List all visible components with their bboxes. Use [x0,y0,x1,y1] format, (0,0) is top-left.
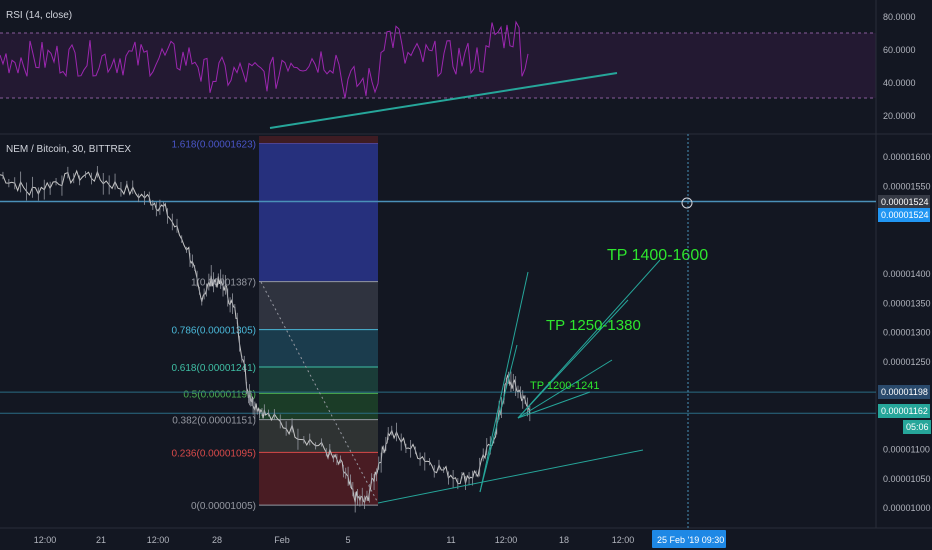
price-axis[interactable]: 0.00001600 0.00001550 0.00001400 0.00001350… [883,152,931,513]
price-badge [878,208,930,222]
fib-level-label: 0(0.00001005) [191,501,256,512]
crosshair-cursor-icon [681,197,693,209]
fib-zone [259,452,378,506]
fib-level-label: 1.618(0.00001623) [171,140,256,151]
fib-zone [259,367,378,394]
horizontal-lines[interactable] [0,200,876,414]
rsi-pane[interactable]: RSI (14, close) 80.0000 60.0000 40.0000 20.… [0,10,916,129]
rsi-tick-label: 40.0000 [883,78,916,88]
price-tick-label: 0.00001550 [883,181,931,191]
time-tick-label: 11 [446,535,455,545]
price-tick-label: 0.00001250 [883,357,931,367]
fan-line-1[interactable] [479,271,529,493]
price-tick-label: 0.00001600 [883,152,931,162]
support-trendline[interactable] [377,449,644,504]
time-cursor-badge: 25 Feb '19 09:30 [652,530,726,548]
fib-level-label: 0.382(0.00001151) [172,416,256,427]
time-tick-label: 12:00 [612,535,635,545]
time-tick-label: 12:00 [147,535,170,545]
price-tick-label: 0.00001050 [883,474,931,484]
tp-label-3[interactable]: TP 1200-1241 [530,380,600,392]
price-badges: 0.00001524 0.00001524 0.00001198 0.00001162… [878,195,931,434]
price-tick-label: 0.00001000 [883,503,931,513]
time-cursor-label: 25 Feb '19 09:30 [657,535,724,545]
price-badge-label: 0.00001524 [881,197,929,207]
rsi-tick-label: 20.0000 [883,111,916,121]
rsi-title: RSI (14, close) [6,10,72,21]
rsi-tick-label: 80.0000 [883,12,916,22]
rsi-tick-label: 60.0000 [883,45,916,55]
fib-level-label: 0.236(0.00001095) [171,448,256,459]
price-badge-label: 0.00001198 [881,387,928,397]
time-tick-label: 18 [559,535,569,545]
fib-zone [259,419,378,453]
price-badge-label: 0.00001162 [881,406,928,416]
candles [2,166,531,513]
fib-level-label: 0.618(0.00001241) [171,363,256,374]
price-badge [878,385,930,399]
fan-line-5[interactable] [517,359,613,419]
fan-line-6[interactable] [517,391,591,419]
price-badge [878,404,930,418]
time-tick-label: 21 [96,535,106,545]
time-tick-label: 12:00 [495,535,518,545]
time-axis[interactable]: 12:00 21 12:00 28 Feb 5 11 12:00 18 12:00 [34,535,635,545]
price-badge-label: 0.00001524 [881,210,929,220]
fib-level-label: 1(0.00001387) [191,278,256,289]
time-tick-label: 12:00 [34,535,57,545]
fan-line-4[interactable] [517,299,629,419]
price-tick-label: 0.00001350 [883,298,931,308]
fan-line-3[interactable] [517,259,661,419]
rsi-series-line [0,20,529,99]
rsi-band [0,33,876,98]
price-badge [903,420,931,434]
fib-level-label: 0.786(0.00001305) [171,326,256,337]
fib-trend-dotted [260,281,379,504]
rsi-axis: 80.0000 60.0000 40.0000 20.0000 [883,12,916,121]
time-tick-label: Feb [274,535,290,545]
price-badge-label: 05:06 [906,422,929,432]
rsi-trendline[interactable] [269,72,618,129]
price-tick-label: 0.00001100 [883,445,930,455]
fib-zone-top [259,136,378,144]
price-badge [878,195,930,209]
fib-level-label: 0.5(0.00001196) [183,389,256,400]
fib-zone [259,393,378,420]
fan-line-2[interactable] [479,344,518,493]
time-tick-label: 5 [345,535,350,545]
tp-label-1[interactable]: TP 1400-1600 [607,247,708,264]
fib-retracement[interactable]: 1.618(0.00001623) 1(0.00001387) 0.786(0.00… [171,136,378,512]
fib-zone [259,329,378,368]
price-title: NEM / Bitcoin, 30, BITTREX [6,144,131,155]
price-tick-label: 0.00001400 [883,269,931,279]
fib-zone [259,143,378,282]
price-tick-label: 0.00001300 [883,328,931,338]
tp-label-2[interactable]: TP 1250-1380 [546,317,641,334]
time-tick-label: 28 [212,535,222,545]
fib-zone [259,281,378,330]
price-pane[interactable]: 1.618(0.00001623) 1(0.00001387) 0.786(0.00… [0,134,931,528]
